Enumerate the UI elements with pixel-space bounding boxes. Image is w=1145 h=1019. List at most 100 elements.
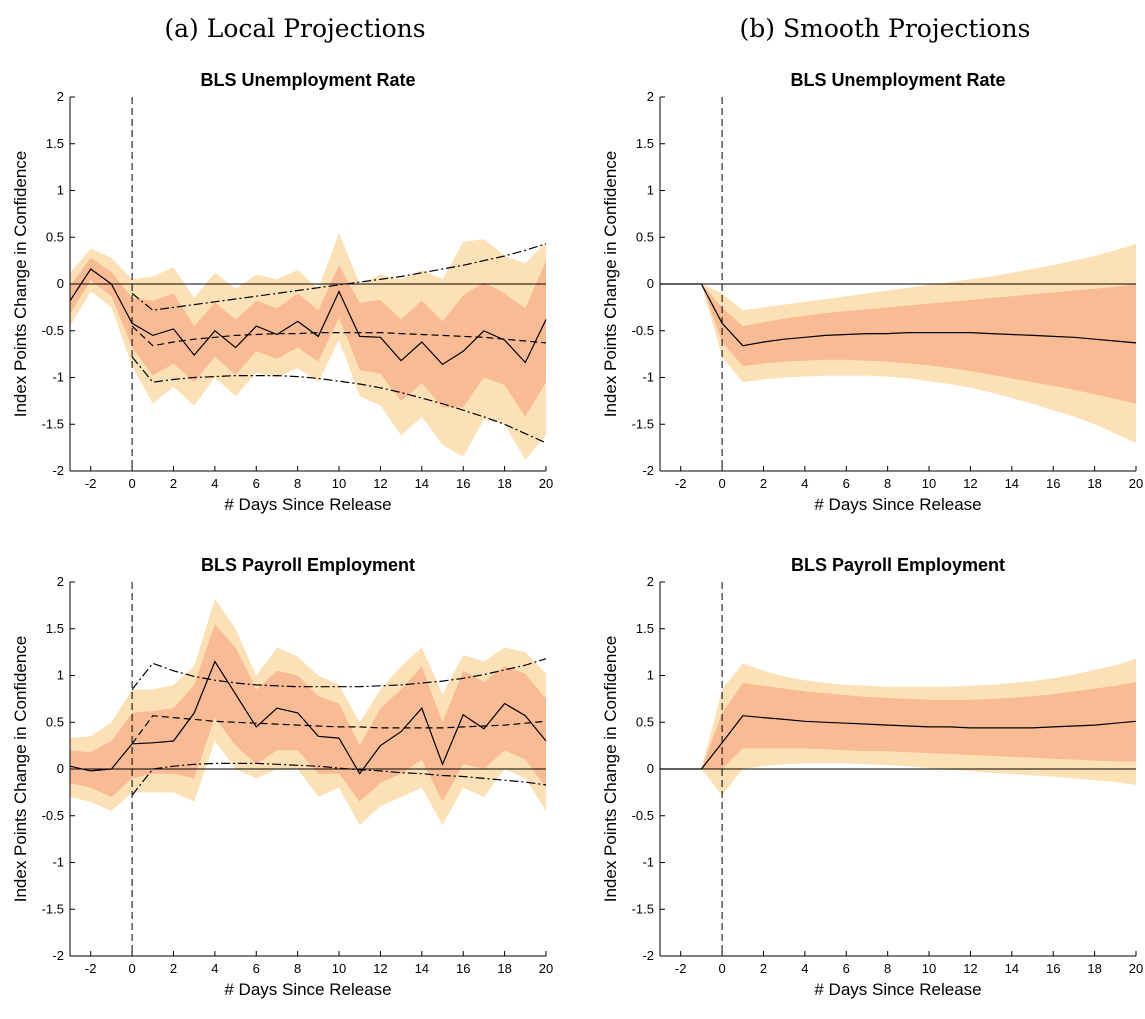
x-tick-label: 0: [718, 961, 725, 976]
series-smooth: [131, 715, 547, 745]
x-tick-label: 2: [170, 476, 177, 491]
y-tick-label: -2: [642, 948, 654, 963]
series-point: [660, 715, 1137, 770]
y-axis-label: Index Points Change in Confidence: [11, 636, 30, 903]
x-tick-label: 6: [843, 961, 850, 976]
y-tick-label: -1.5: [632, 901, 654, 916]
x-tick-label: 12: [373, 476, 387, 491]
series-smooth_upper: [131, 243, 547, 311]
x-tick-label: 18: [497, 961, 511, 976]
x-tick-label: 18: [497, 476, 511, 491]
y-tick-label: -0.5: [632, 323, 654, 338]
y-tick-label: -1: [642, 855, 654, 870]
series-point: [660, 283, 1137, 347]
x-tick-label: -2: [675, 961, 687, 976]
series-smooth_lower: [131, 762, 547, 796]
x-axis-label: # Days Since Release: [814, 980, 981, 999]
x-tick-label: 14: [415, 476, 429, 491]
x-tick-label: -2: [85, 476, 97, 491]
y-tick-label: 2: [647, 89, 654, 104]
x-tick-label: 16: [1046, 961, 1060, 976]
x-tick-label: 4: [211, 961, 218, 976]
x-tick-label: 10: [922, 961, 936, 976]
x-tick-label: 20: [1129, 961, 1143, 976]
y-tick-label: 0: [57, 276, 64, 291]
x-tick-label: 6: [253, 961, 260, 976]
x-tick-label: 20: [539, 476, 553, 491]
x-tick-label: 20: [1129, 476, 1143, 491]
x-tick-label: 0: [128, 961, 135, 976]
chart-title: BLS Unemployment Rate: [200, 70, 415, 90]
y-tick-label: 1.5: [46, 136, 64, 151]
x-tick-label: 4: [211, 476, 218, 491]
y-tick-label: 1: [647, 183, 654, 198]
x-tick-label: 8: [884, 476, 891, 491]
y-axis-label: Index Points Change in Confidence: [11, 151, 30, 418]
x-tick-label: 0: [718, 476, 725, 491]
series-smooth_lower: [131, 356, 547, 444]
confidence-band-68: [70, 257, 546, 417]
y-tick-label: 1: [647, 668, 654, 683]
x-tick-label: 6: [253, 476, 260, 491]
y-tick-label: -0.5: [42, 323, 64, 338]
chart-panel-3: -2 -1.5 -1 -0.5 0 0.5 1 1.5 2 -2 0 2 4 6 8 10 12 14 16 18 20…: [11, 555, 553, 999]
y-tick-label: 1.5: [636, 621, 654, 636]
confidence-band-68: [70, 624, 546, 802]
x-tick-label: 2: [760, 961, 767, 976]
y-axis-label: Index Points Change in Confidence: [601, 636, 620, 903]
x-tick-label: 8: [294, 476, 301, 491]
column-title-local-projections: (a) Local Projections: [164, 14, 426, 43]
y-tick-label: 2: [57, 89, 64, 104]
y-tick-label: -1.5: [42, 416, 64, 431]
chart-panel-1: -2 -1.5 -1 -0.5 0 0.5 1 1.5 2 -2 0 2 4 6 8 10 12 14 16 18 20…: [11, 70, 553, 514]
x-tick-label: 10: [332, 961, 346, 976]
x-tick-label: 10: [332, 476, 346, 491]
y-tick-label: 0: [647, 276, 654, 291]
y-tick-label: 1: [57, 183, 64, 198]
x-tick-label: 12: [373, 961, 387, 976]
chart-title: BLS Payroll Employment: [201, 555, 415, 575]
y-tick-label: 2: [57, 574, 64, 589]
y-tick-label: -1: [52, 370, 64, 385]
x-tick-label: 10: [922, 476, 936, 491]
chart-title: BLS Payroll Employment: [791, 555, 1005, 575]
y-tick-label: -0.5: [632, 808, 654, 823]
x-tick-label: 20: [539, 961, 553, 976]
y-tick-label: -2: [52, 948, 64, 963]
x-tick-label: 8: [884, 961, 891, 976]
chart-panel-2: -2 -1.5 -1 -0.5 0 0.5 1 1.5 2 -2 0 2 4 6 8 10 12 14 16 18 20…: [601, 70, 1143, 514]
x-tick-label: 14: [1005, 961, 1019, 976]
x-tick-label: 12: [963, 476, 977, 491]
series-point: [69, 660, 547, 775]
x-axis-label: # Days Since Release: [224, 495, 391, 514]
x-tick-label: 14: [1005, 476, 1019, 491]
y-tick-label: 1: [57, 668, 64, 683]
y-tick-label: 1.5: [46, 621, 64, 636]
y-tick-label: -1.5: [632, 416, 654, 431]
y-tick-label: 0: [647, 761, 654, 776]
y-tick-label: 0.5: [636, 714, 654, 729]
y-tick-label: 0.5: [46, 229, 64, 244]
y-tick-label: 0.5: [46, 714, 64, 729]
x-tick-label: 12: [963, 961, 977, 976]
chart-title: BLS Unemployment Rate: [790, 70, 1005, 90]
x-tick-label: 4: [801, 961, 808, 976]
x-tick-label: -2: [675, 476, 687, 491]
y-tick-label: -1: [642, 370, 654, 385]
x-tick-label: 2: [760, 476, 767, 491]
confidence-band-68: [660, 284, 1136, 404]
x-tick-label: 8: [294, 961, 301, 976]
y-tick-label: -1.5: [42, 901, 64, 916]
column-title-smooth-projections: (b) Smooth Projections: [739, 14, 1031, 43]
x-tick-label: 16: [456, 961, 470, 976]
x-tick-label: 6: [843, 476, 850, 491]
x-axis-label: # Days Since Release: [224, 980, 391, 999]
y-tick-label: -0.5: [42, 808, 64, 823]
x-tick-label: 14: [415, 961, 429, 976]
x-axis-label: # Days Since Release: [814, 495, 981, 514]
chart-panel-4: -2 -1.5 -1 -0.5 0 0.5 1 1.5 2 -2 0 2 4 6 8 10 12 14 16 18 20…: [601, 555, 1143, 999]
series-smooth: [131, 325, 547, 347]
series-point: [69, 268, 547, 366]
x-tick-label: 16: [456, 476, 470, 491]
